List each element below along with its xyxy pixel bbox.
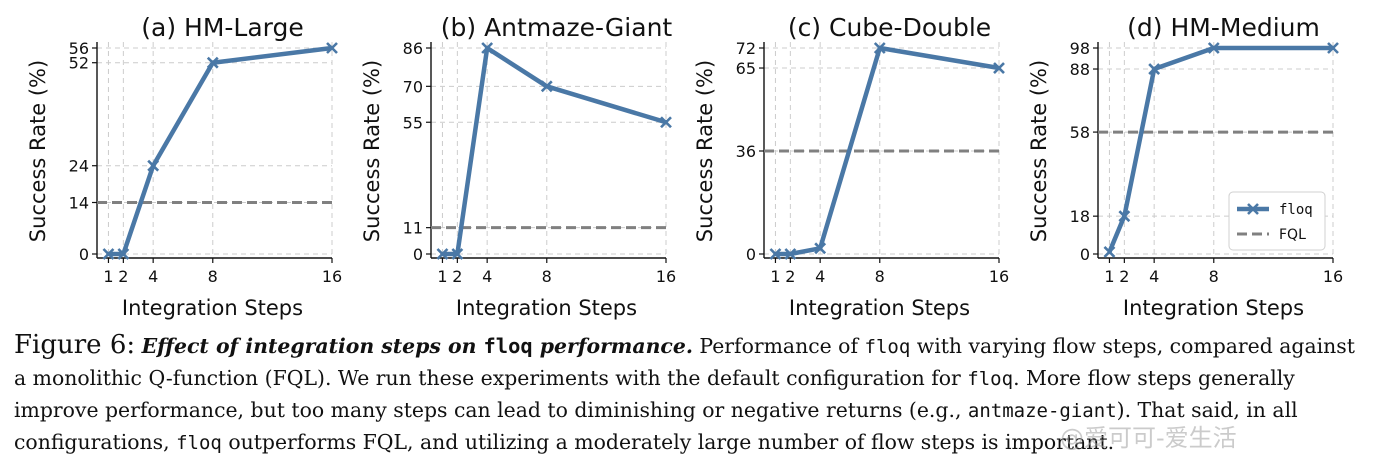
x-tick-label: 4: [1149, 267, 1159, 286]
x-axis-label: Integration Steps: [456, 296, 637, 320]
y-tick-label: 58: [1070, 123, 1090, 142]
y-tick-label: 36: [736, 142, 756, 161]
x-tick-label: 8: [1209, 267, 1219, 286]
legend-fql-label: FQL: [1279, 227, 1306, 243]
y-axis-label: Success Rate (%): [360, 60, 384, 242]
y-axis-label: Success Rate (%): [693, 60, 717, 242]
x-tick-label: 8: [875, 267, 885, 286]
floq-point: [102, 248, 115, 260]
x-tick-label: 1: [1104, 267, 1114, 286]
y-tick-label: 24: [69, 157, 89, 176]
y-axis-label: Success Rate (%): [26, 60, 50, 242]
x-tick-label: 16: [989, 267, 1009, 286]
x-tick-label: 16: [322, 267, 342, 286]
x-tick-label: 4: [482, 267, 492, 286]
x-tick-label: 4: [815, 267, 825, 286]
floq-point: [784, 248, 797, 260]
chart-panel-4: 1 2 4 8 16 0 18 58 88 98 (d) HM-Medium Integration …: [1027, 13, 1343, 320]
y-tick-label: 65: [736, 59, 756, 78]
floq-point: [1103, 245, 1116, 258]
floq-point: [769, 248, 782, 260]
panel-title: (b) Antmaze-Giant: [441, 13, 673, 42]
x-tick-label: 2: [1119, 267, 1129, 286]
y-tick-label: 0: [746, 245, 756, 264]
legend-floq-marker: [1247, 203, 1259, 215]
legend-box: [1228, 191, 1326, 251]
floq-point: [814, 242, 827, 255]
floq-point: [481, 42, 494, 54]
y-tick-label: 14: [69, 194, 89, 213]
y-tick-label: 86: [403, 39, 423, 58]
y-tick-label: 56: [69, 39, 89, 58]
x-tick-label: 8: [208, 267, 218, 286]
floq-line: [108, 45, 333, 257]
chart-panel-2: 1 2 4 8 16 0 11 55 70 86 (b) Antmaze-Giant Integrat…: [360, 13, 676, 320]
panel-title: (c) Cube-Double: [788, 13, 991, 42]
x-tick-label: 16: [656, 267, 676, 286]
floq-point: [206, 56, 219, 69]
y-tick-label: 70: [403, 77, 423, 96]
x-tick-label: 1: [103, 267, 113, 286]
figure-caption: Figure 6: Effect of integration steps on…: [14, 330, 1355, 454]
y-tick-label: 11: [403, 219, 423, 238]
x-tick-label: 2: [452, 267, 462, 286]
panel-title: (d) HM-Medium: [1127, 13, 1320, 42]
floq-point: [1327, 42, 1339, 54]
y-tick-label: 98: [1070, 39, 1090, 58]
legend-floq-label: floq: [1279, 202, 1313, 218]
x-tick-label: 8: [542, 267, 552, 286]
caption-lead: Effect of integration steps on floq perf…: [141, 334, 693, 358]
floq-point: [540, 80, 553, 93]
floq-point: [451, 248, 464, 260]
x-axis-label: Integration Steps: [1123, 296, 1304, 320]
floq-point: [436, 248, 449, 260]
x-tick-label: 2: [118, 267, 128, 286]
floq-line: [442, 45, 667, 257]
y-tick-label: 0: [1080, 245, 1090, 264]
floq-point: [326, 42, 338, 54]
watermark: @爱可可-爱生活: [1060, 424, 1237, 452]
y-axis-label: Success Rate (%): [1027, 60, 1051, 242]
y-tick-label: 55: [403, 113, 423, 132]
floq-point: [1207, 42, 1220, 54]
floq-point: [147, 159, 160, 172]
y-tick-label: 0: [79, 245, 89, 264]
x-axis-label: Integration Steps: [789, 296, 970, 320]
floq-point: [993, 62, 1005, 74]
legend: floq FQL: [1228, 191, 1326, 251]
floq-point: [117, 248, 130, 260]
y-tick-label: 88: [1070, 60, 1090, 79]
x-axis-label: Integration Steps: [122, 296, 303, 320]
floq-point: [1118, 210, 1131, 223]
floq-point: [660, 116, 672, 129]
y-tick-label: 52: [69, 54, 89, 73]
x-tick-label: 16: [1323, 267, 1343, 286]
floq-point: [873, 42, 886, 54]
caption-label: Figure 6:: [14, 330, 136, 360]
y-tick-label: 18: [1070, 207, 1090, 226]
x-tick-label: 4: [148, 267, 158, 286]
x-tick-label: 1: [437, 267, 447, 286]
x-tick-label: 2: [785, 267, 795, 286]
y-tick-label: 0: [413, 245, 423, 264]
floq-point: [1148, 63, 1161, 75]
x-tick-label: 1: [770, 267, 780, 286]
y-tick-label: 72: [736, 39, 756, 58]
panel-title: (a) HM-Large: [141, 13, 304, 42]
